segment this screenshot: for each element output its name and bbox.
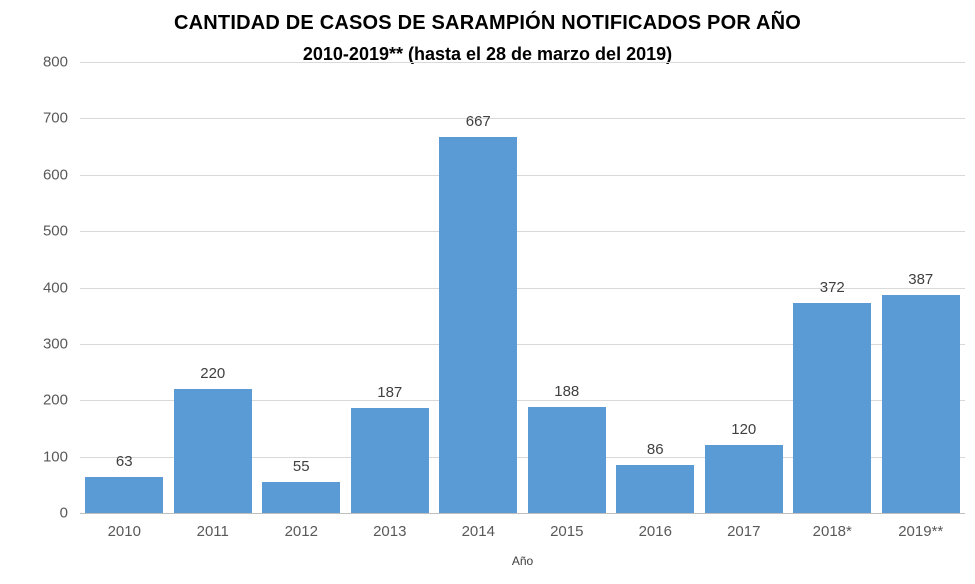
x-tick-label-2012: 2012	[284, 523, 318, 540]
bar-value-label-2012: 55	[292, 457, 310, 475]
y-tick-label-200: 200	[42, 391, 68, 409]
x-tick-label-2011: 2011	[196, 523, 229, 540]
bar-value-label-2016: 86	[646, 440, 664, 458]
x-tick-label-2013: 2013	[373, 523, 407, 540]
x-tick-label-2018*: 2018*	[812, 523, 852, 540]
gridline-y-600	[80, 174, 965, 176]
y-tick-label-700: 700	[42, 109, 68, 127]
x-tick-label-2017: 2017	[727, 523, 761, 540]
gridline-y-0	[80, 513, 965, 514]
gridline-y-500	[80, 231, 965, 233]
gridline-y-700	[80, 118, 965, 120]
x-tick-label-2010: 2010	[107, 523, 141, 540]
gridline-y-800	[80, 62, 965, 63]
bar-value-label-2014: 667	[465, 112, 491, 130]
y-tick-label-100: 100	[42, 448, 68, 466]
x-tick-label-2015: 2015	[550, 523, 584, 540]
bar-value-label-2019**: 387	[908, 270, 934, 288]
chart-subtitle: 2010-2019** (hasta el 28 de marzo del 20…	[302, 44, 673, 64]
gridline-y-400	[80, 287, 965, 289]
bar-2017	[704, 445, 783, 513]
y-tick-label-500: 500	[42, 222, 68, 240]
y-tick-label-600: 600	[42, 166, 68, 184]
bar-2010	[85, 477, 164, 513]
plot-area	[80, 62, 965, 514]
bar-2013	[350, 407, 429, 513]
x-tick-label-2014: 2014	[461, 523, 495, 540]
bar-2018*	[793, 303, 872, 513]
bar-2014	[439, 136, 518, 513]
gridline-y-200	[80, 400, 965, 402]
bar-2012	[262, 482, 341, 513]
bar-2011	[173, 388, 252, 513]
y-tick-label-0: 0	[59, 504, 68, 522]
bar-value-label-2010: 63	[115, 453, 133, 471]
bar-value-label-2018*: 372	[819, 279, 845, 297]
y-tick-label-400: 400	[42, 279, 68, 296]
y-tick-label-300: 300	[42, 335, 68, 353]
bar-value-label-2015: 188	[554, 383, 580, 400]
gridline-y-100	[80, 456, 965, 458]
y-tick-label-800: 800	[42, 53, 68, 71]
gridline-y-300	[80, 343, 965, 345]
bar-value-label-2011: 220	[200, 364, 226, 382]
bar-2019**	[881, 294, 960, 513]
x-tick-label-2019**: 2019**	[898, 523, 944, 540]
x-axis-title: Año	[511, 554, 534, 568]
chart-title: CANTIDAD DE CASOS DE SARAMPIÓN NOTIFICAD…	[173, 12, 802, 34]
bar-2015	[527, 407, 606, 513]
bar-value-label-2017: 120	[731, 421, 757, 439]
bar-2016	[616, 464, 695, 513]
bar-value-label-2013: 187	[377, 383, 403, 401]
x-tick-label-2016: 2016	[638, 523, 672, 540]
